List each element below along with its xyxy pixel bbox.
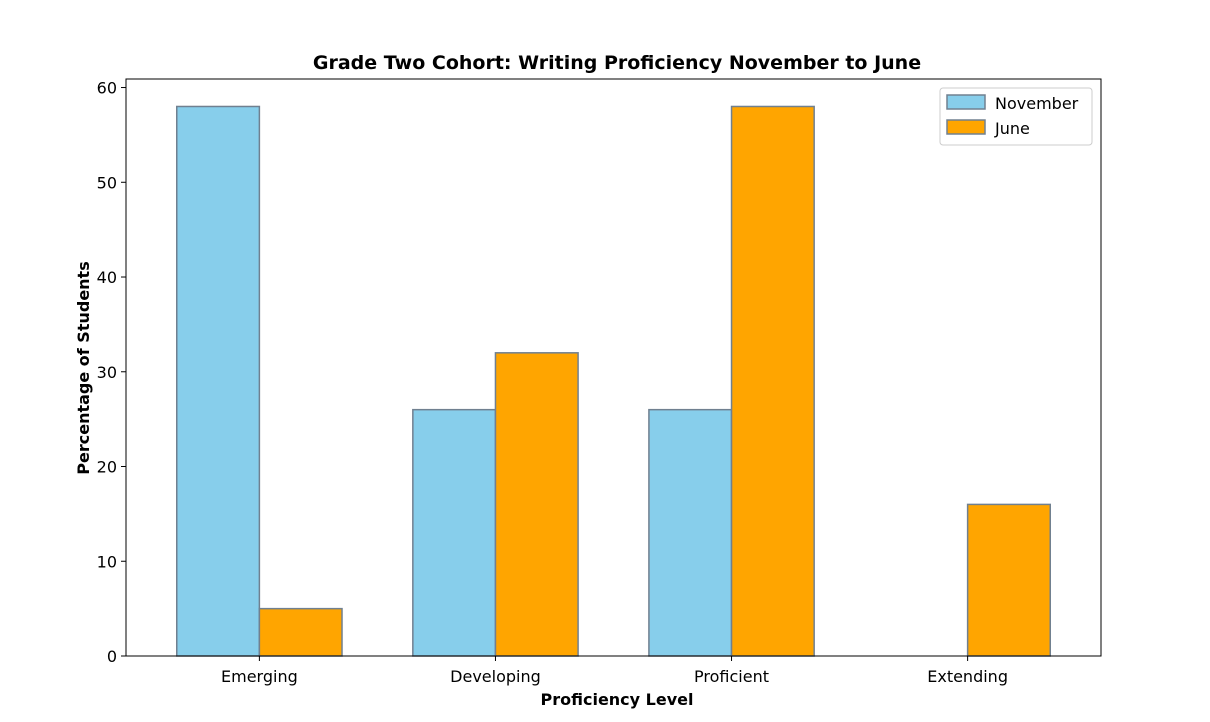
- x-tick-label: Proficient: [694, 667, 769, 686]
- chart-title: Grade Two Cohort: Writing Proficiency No…: [313, 52, 921, 74]
- bar-june-extending: [966, 503, 1051, 657]
- y-tick-label: 30: [97, 363, 117, 382]
- y-tick-label: 0: [107, 647, 117, 666]
- legend-swatch-november: [946, 94, 986, 110]
- bar-november-emerging: [176, 105, 261, 657]
- x-tick-label: Emerging: [221, 667, 298, 686]
- y-tick-label: 10: [97, 552, 117, 571]
- bar-june-emerging: [258, 607, 343, 657]
- bar-november-developing: [412, 408, 497, 657]
- y-tick-label: 40: [97, 268, 117, 287]
- y-tick-label: 60: [97, 79, 117, 98]
- bar-november-proficient: [648, 408, 733, 657]
- y-tick-label: 20: [97, 458, 117, 477]
- y-axis-label: Percentage of Students: [74, 261, 93, 474]
- y-tick-label: 50: [97, 173, 117, 192]
- x-tick-label: Developing: [450, 667, 541, 686]
- x-tick-label: Extending: [927, 667, 1008, 686]
- legend: November June: [939, 87, 1093, 146]
- bar-june-developing: [494, 352, 579, 657]
- plot-frame: [125, 78, 1102, 657]
- legend-label: June: [994, 119, 1030, 138]
- legend-swatch-june: [946, 119, 986, 135]
- legend-label: November: [995, 94, 1079, 113]
- x-axis-label: Proficiency Level: [541, 690, 694, 709]
- bar-june-proficient: [730, 105, 815, 657]
